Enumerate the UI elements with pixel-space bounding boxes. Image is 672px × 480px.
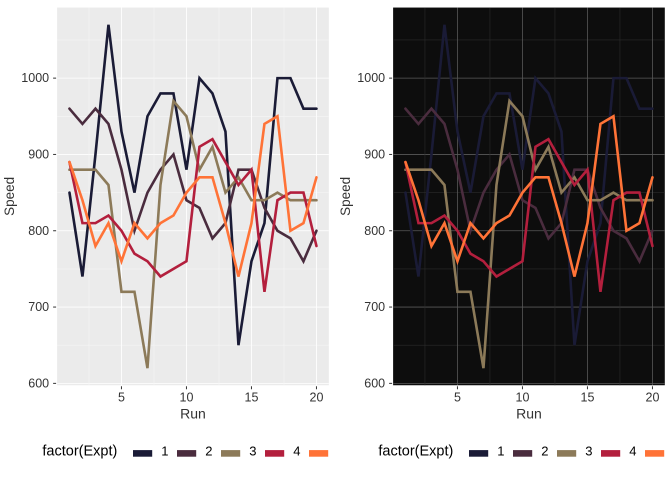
svg-text:Run: Run (180, 405, 206, 421)
svg-text:600: 600 (28, 376, 49, 390)
svg-text:2: 2 (541, 444, 548, 459)
svg-text:5: 5 (454, 390, 461, 404)
svg-text:800: 800 (364, 224, 385, 238)
svg-text:700: 700 (28, 300, 49, 314)
svg-text:700: 700 (364, 300, 385, 314)
svg-text:900: 900 (364, 147, 385, 161)
svg-text:20: 20 (310, 390, 324, 404)
svg-text:1: 1 (497, 444, 504, 459)
svg-text:1: 1 (161, 444, 168, 459)
svg-text:Run: Run (516, 405, 542, 421)
svg-text:3: 3 (249, 444, 256, 459)
svg-text:3: 3 (585, 444, 592, 459)
svg-text:10: 10 (180, 390, 194, 404)
svg-text:Speed: Speed (2, 177, 17, 216)
svg-text:600: 600 (364, 376, 385, 390)
svg-text:Speed: Speed (338, 177, 353, 216)
svg-text:15: 15 (245, 390, 259, 404)
svg-text:2: 2 (205, 444, 212, 459)
svg-text:1000: 1000 (357, 71, 385, 85)
svg-text:10: 10 (516, 390, 530, 404)
svg-text:1000: 1000 (21, 71, 49, 85)
svg-text:800: 800 (28, 224, 49, 238)
svg-text:4: 4 (629, 444, 636, 459)
svg-text:factor(Expt): factor(Expt) (378, 444, 453, 460)
svg-text:900: 900 (28, 147, 49, 161)
svg-text:15: 15 (581, 390, 595, 404)
svg-text:factor(Expt): factor(Expt) (42, 444, 117, 460)
svg-text:5: 5 (118, 390, 125, 404)
svg-text:20: 20 (646, 390, 660, 404)
svg-text:4: 4 (293, 444, 300, 459)
